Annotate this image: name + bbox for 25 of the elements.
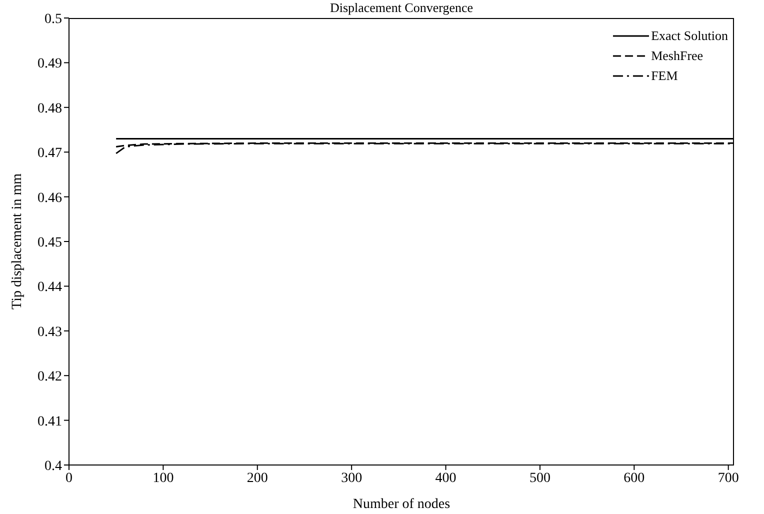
y-tick-label: 0.48	[38, 101, 62, 116]
y-axis-title: Tip displacement in mm	[10, 173, 25, 310]
y-tick-label: 0.41	[38, 414, 62, 430]
x-tick-label: 0	[66, 470, 72, 486]
y-tick-label: 0.46	[38, 190, 62, 206]
y-tick-label: 0.44	[38, 280, 62, 296]
x-tick-label: 100	[152, 470, 174, 486]
x-tick-label: 500	[529, 470, 550, 486]
y-tick-label: 0.42	[38, 370, 62, 385]
y-tick-label: 0.45	[38, 235, 62, 250]
x-tick-label: 200	[246, 470, 268, 486]
y-tick-label: 0.43	[38, 324, 62, 340]
legend-label: Exact Solution	[651, 28, 728, 44]
x-axis-title: Number of nodes	[352, 497, 450, 512]
legend-label: FEM	[651, 68, 678, 84]
x-tick-label: 400	[435, 470, 456, 486]
y-tick-label: 0.4	[44, 458, 62, 474]
y-tick-label: 0.49	[38, 56, 62, 72]
x-tick-label: 300	[341, 470, 362, 486]
chart-title: Displacement Convergence	[328, 0, 474, 16]
x-tick-label: 700	[718, 470, 739, 486]
legend-label: MeshFree	[651, 48, 704, 64]
y-tick-label: 0.5	[44, 12, 62, 27]
y-tick-label: 0.47	[38, 146, 62, 162]
x-tick-label: 600	[624, 470, 645, 486]
